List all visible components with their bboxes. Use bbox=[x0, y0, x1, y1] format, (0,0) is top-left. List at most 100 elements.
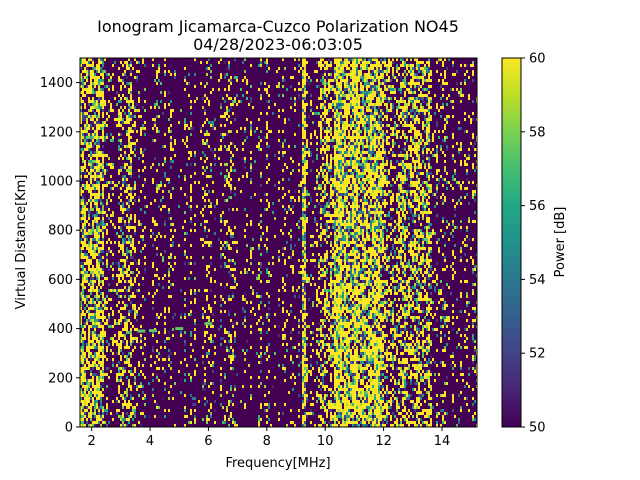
heatmap-cell bbox=[322, 97, 324, 100]
heatmap-cell bbox=[250, 220, 252, 223]
heatmap-cell bbox=[84, 331, 86, 334]
heatmap-cell bbox=[128, 229, 130, 232]
heatmap-cell bbox=[82, 142, 84, 145]
heatmap-cell bbox=[116, 118, 118, 121]
heatmap-cell bbox=[230, 187, 232, 190]
heatmap-cell bbox=[86, 190, 88, 193]
heatmap-cell bbox=[328, 58, 330, 61]
heatmap-cell bbox=[340, 274, 342, 277]
heatmap-cell bbox=[124, 121, 126, 124]
heatmap-cell bbox=[338, 376, 340, 379]
heatmap-cell bbox=[128, 112, 130, 115]
heatmap-cell bbox=[82, 154, 84, 157]
heatmap-cell bbox=[152, 280, 154, 283]
heatmap-cell bbox=[162, 286, 164, 289]
heatmap-cell bbox=[312, 337, 314, 340]
heatmap-cell bbox=[308, 148, 310, 151]
heatmap-cell bbox=[132, 307, 134, 310]
heatmap-cell bbox=[340, 394, 342, 397]
heatmap-cell bbox=[96, 64, 98, 67]
heatmap-cell bbox=[122, 274, 124, 277]
heatmap-cell bbox=[86, 310, 88, 313]
heatmap-cell bbox=[102, 184, 104, 187]
heatmap-cell bbox=[84, 394, 86, 397]
heatmap-cell bbox=[112, 364, 114, 367]
heatmap-cell bbox=[184, 238, 186, 241]
heatmap-cell bbox=[278, 364, 280, 367]
heatmap-cell bbox=[334, 316, 336, 319]
heatmap-cell bbox=[304, 403, 306, 406]
heatmap-cell bbox=[332, 178, 334, 181]
heatmap-cell bbox=[282, 196, 284, 199]
heatmap-cell bbox=[244, 139, 246, 142]
heatmap-cell bbox=[120, 313, 122, 316]
heatmap-cell bbox=[222, 133, 224, 136]
heatmap-cell bbox=[228, 400, 230, 403]
heatmap-cell bbox=[84, 196, 86, 199]
heatmap-cell bbox=[312, 253, 314, 256]
heatmap-cell bbox=[128, 421, 130, 424]
heatmap-cell bbox=[128, 379, 130, 382]
heatmap-cell bbox=[190, 271, 192, 274]
heatmap-cell bbox=[260, 352, 262, 355]
heatmap-cell bbox=[90, 325, 92, 328]
heatmap-cell bbox=[230, 106, 232, 109]
heatmap-cell bbox=[236, 94, 238, 97]
heatmap-cell bbox=[156, 223, 158, 226]
heatmap-cell bbox=[320, 217, 322, 220]
heatmap-cell bbox=[344, 283, 346, 286]
heatmap-cell bbox=[142, 352, 144, 355]
heatmap-cell bbox=[306, 259, 308, 262]
heatmap-cell bbox=[130, 145, 132, 148]
heatmap-cell bbox=[336, 253, 338, 256]
heatmap-cell bbox=[304, 223, 306, 226]
heatmap-cell bbox=[96, 142, 98, 145]
heatmap-cell bbox=[100, 421, 102, 424]
heatmap-cell bbox=[218, 238, 220, 241]
heatmap-cell bbox=[342, 82, 344, 85]
heatmap-cell bbox=[260, 235, 262, 238]
heatmap-cell bbox=[324, 73, 326, 76]
heatmap-cell bbox=[302, 334, 304, 337]
heatmap-cell bbox=[170, 148, 172, 151]
heatmap-cell bbox=[288, 145, 290, 148]
heatmap-cell bbox=[336, 121, 338, 124]
heatmap-cell bbox=[144, 397, 146, 400]
heatmap-cell bbox=[114, 118, 116, 121]
heatmap-cell bbox=[102, 262, 104, 265]
heatmap-cell bbox=[190, 412, 192, 415]
heatmap-cell bbox=[340, 202, 342, 205]
heatmap-cell bbox=[322, 292, 324, 295]
heatmap-cell bbox=[132, 103, 134, 106]
heatmap-cell bbox=[340, 379, 342, 382]
heatmap-cell bbox=[336, 379, 338, 382]
heatmap-cell bbox=[204, 142, 206, 145]
heatmap-cell bbox=[156, 73, 158, 76]
heatmap-cell bbox=[286, 319, 288, 322]
heatmap-cell bbox=[278, 67, 280, 70]
heatmap-cell bbox=[152, 58, 154, 61]
heatmap-cell bbox=[338, 241, 340, 244]
heatmap-cell bbox=[88, 337, 90, 340]
heatmap-cell bbox=[336, 292, 338, 295]
heatmap-cell bbox=[140, 223, 142, 226]
heatmap-cell bbox=[162, 112, 164, 115]
heatmap-cell bbox=[122, 301, 124, 304]
heatmap-cell bbox=[86, 343, 88, 346]
heatmap-cell bbox=[304, 331, 306, 334]
heatmap-cell bbox=[110, 97, 112, 100]
heatmap-cell bbox=[258, 355, 260, 358]
heatmap-cell bbox=[282, 145, 284, 148]
heatmap-cell bbox=[106, 277, 108, 280]
heatmap-cell bbox=[136, 289, 138, 292]
heatmap-cell bbox=[342, 280, 344, 283]
heatmap-cell bbox=[324, 169, 326, 172]
heatmap-cell bbox=[82, 226, 84, 229]
heatmap-cell bbox=[96, 127, 98, 130]
heatmap-cell bbox=[82, 223, 84, 226]
heatmap-cell bbox=[80, 361, 82, 364]
heatmap-cell bbox=[102, 307, 104, 310]
heatmap-cell bbox=[214, 268, 216, 271]
heatmap-cell bbox=[102, 361, 104, 364]
heatmap-cell bbox=[136, 403, 138, 406]
